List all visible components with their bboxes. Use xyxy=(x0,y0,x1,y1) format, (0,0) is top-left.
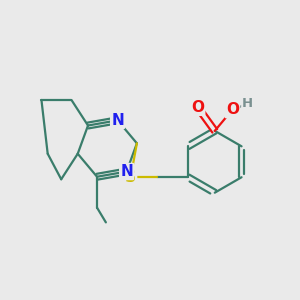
Text: N: N xyxy=(111,113,124,128)
Text: S: S xyxy=(125,170,136,185)
Text: N: N xyxy=(120,164,133,179)
Text: O: O xyxy=(226,102,239,117)
Text: H: H xyxy=(242,97,253,110)
Text: O: O xyxy=(191,100,204,115)
